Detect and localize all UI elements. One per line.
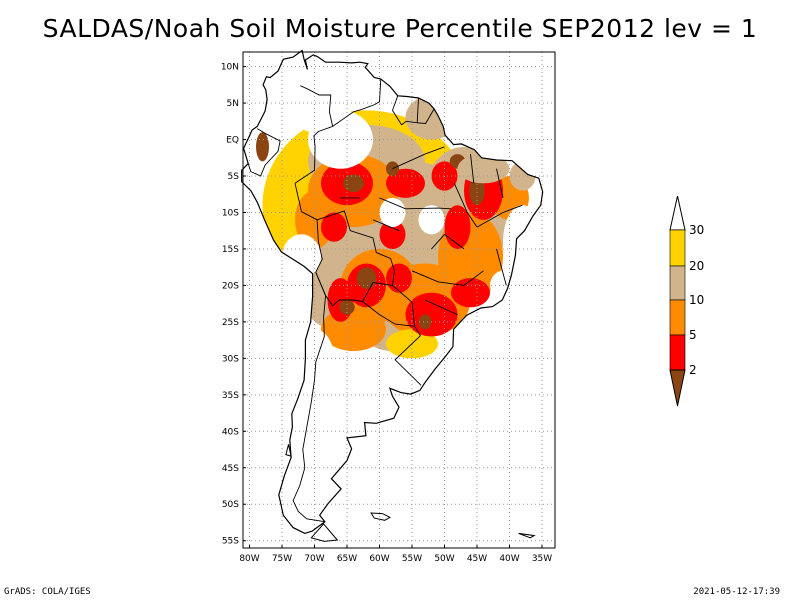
lon-label-8: 40W <box>499 554 519 564</box>
moisture-patch-18 <box>444 205 471 250</box>
moisture-patch-28 <box>356 267 377 289</box>
legend-label-20: 20 <box>689 259 704 273</box>
legend-label-2: 2 <box>689 363 697 377</box>
map-title: SALDAS/Noah Soil Moisture Percentile SEP… <box>42 14 758 43</box>
moisture-patch-25 <box>321 212 347 242</box>
border-14 <box>431 233 465 250</box>
lat-label-12: 50S <box>222 500 239 510</box>
latitude-labels: 10N 5N EQ 5S 10S 15S 20S 25S 30S 35S 40S 45S 50S 55S <box>221 63 246 547</box>
border-4 <box>315 219 393 307</box>
border-7 <box>247 128 281 177</box>
moisture-patch-21 <box>451 278 490 308</box>
south-america-coastline <box>241 49 544 535</box>
border-20 <box>463 270 484 286</box>
moisture-patch-41 <box>418 205 445 235</box>
timestamp: 2021-05-12-17:39 <box>693 587 780 597</box>
border-13 <box>379 197 452 210</box>
border-15 <box>453 183 478 228</box>
moisture-patch-43 <box>503 205 542 279</box>
moisture-patch-40 <box>379 197 406 228</box>
legend-arrow-bottom <box>669 369 686 407</box>
border-10 <box>417 108 435 124</box>
border-18 <box>424 299 458 316</box>
legend-label-5: 5 <box>689 328 697 342</box>
legend-label-30: 30 <box>689 223 704 237</box>
border-24 <box>470 154 475 184</box>
longitude-labels: 80W 75W 70W 65W 60W 55W 50W 45W 40W 35W <box>239 545 552 564</box>
border-11 <box>392 95 402 126</box>
moisture-patch-38 <box>288 73 341 133</box>
lat-label-0: 10N <box>221 63 239 73</box>
lat-label-5: 15S <box>222 245 239 255</box>
lon-label-3: 65W <box>337 554 357 564</box>
legend-swatch-20_30 <box>669 229 686 267</box>
lat-label-6: 20S <box>222 281 239 291</box>
border-23 <box>496 168 504 198</box>
moisture-patch-34 <box>405 95 458 140</box>
tierra-del-fuego <box>310 523 339 542</box>
lat-label-1: 5N <box>227 99 239 109</box>
lat-label-8: 30S <box>222 354 239 364</box>
grads-credit: GrADS: COLA/IGES <box>4 587 91 597</box>
lon-label-1: 75W <box>272 554 292 564</box>
lat-label-10: 40S <box>222 427 239 437</box>
lon-label-2: 70W <box>304 554 324 564</box>
moisture-patch-46 <box>314 351 419 424</box>
soil-moisture-field <box>256 73 542 534</box>
legend-arrow-top <box>669 195 686 231</box>
border-16 <box>476 204 523 228</box>
border-2 <box>301 211 318 221</box>
islands <box>285 444 536 542</box>
lat-label-7: 25S <box>222 318 239 328</box>
lon-label-9: 35W <box>532 554 552 564</box>
legend-label-10: 10 <box>689 293 704 307</box>
moisture-patch-31 <box>339 300 355 315</box>
south-georgia-island <box>518 532 536 539</box>
legend-swatch-2_5 <box>669 334 686 371</box>
border-17 <box>411 270 465 286</box>
lon-label-5: 55W <box>402 554 422 564</box>
moisture-patch-27 <box>469 176 485 206</box>
country-borders <box>247 78 523 523</box>
moisture-patch-26 <box>343 174 364 193</box>
border-6 <box>292 272 327 523</box>
moisture-patch-22 <box>386 263 412 293</box>
border-12 <box>392 146 445 170</box>
chiloe-island <box>285 444 292 457</box>
lat-label-13: 55S <box>222 537 239 547</box>
moisture-patch-29 <box>256 132 269 162</box>
moisture-patch-24 <box>379 219 406 249</box>
moisture-patch-35 <box>457 154 510 184</box>
lat-label-3: 5S <box>228 172 240 182</box>
map-frame <box>242 51 556 549</box>
lat-label-9: 35S <box>222 391 239 401</box>
border-19 <box>496 248 507 286</box>
lat-label-4: 10S <box>222 208 239 218</box>
border-8 <box>300 85 334 127</box>
legend-swatch-10_20 <box>669 265 686 301</box>
border-5 <box>362 301 415 327</box>
falklands-island <box>370 512 391 521</box>
moisture-patch-20 <box>405 292 458 337</box>
lon-label-7: 45W <box>467 554 487 564</box>
border-1 <box>294 183 302 212</box>
border-21 <box>372 219 400 232</box>
border-3 <box>316 210 422 386</box>
moisture-patch-33 <box>418 314 432 330</box>
color-legend: 30 20 10 5 2 <box>669 195 704 407</box>
border-9 <box>401 97 419 126</box>
lat-label-2: EQ <box>226 136 239 146</box>
lon-label-0: 80W <box>239 554 259 564</box>
lat-label-11: 45S <box>222 464 239 474</box>
lon-label-4: 60W <box>369 554 389 564</box>
legend-swatch-5_10 <box>669 299 686 336</box>
lon-label-6: 50W <box>434 554 454 564</box>
